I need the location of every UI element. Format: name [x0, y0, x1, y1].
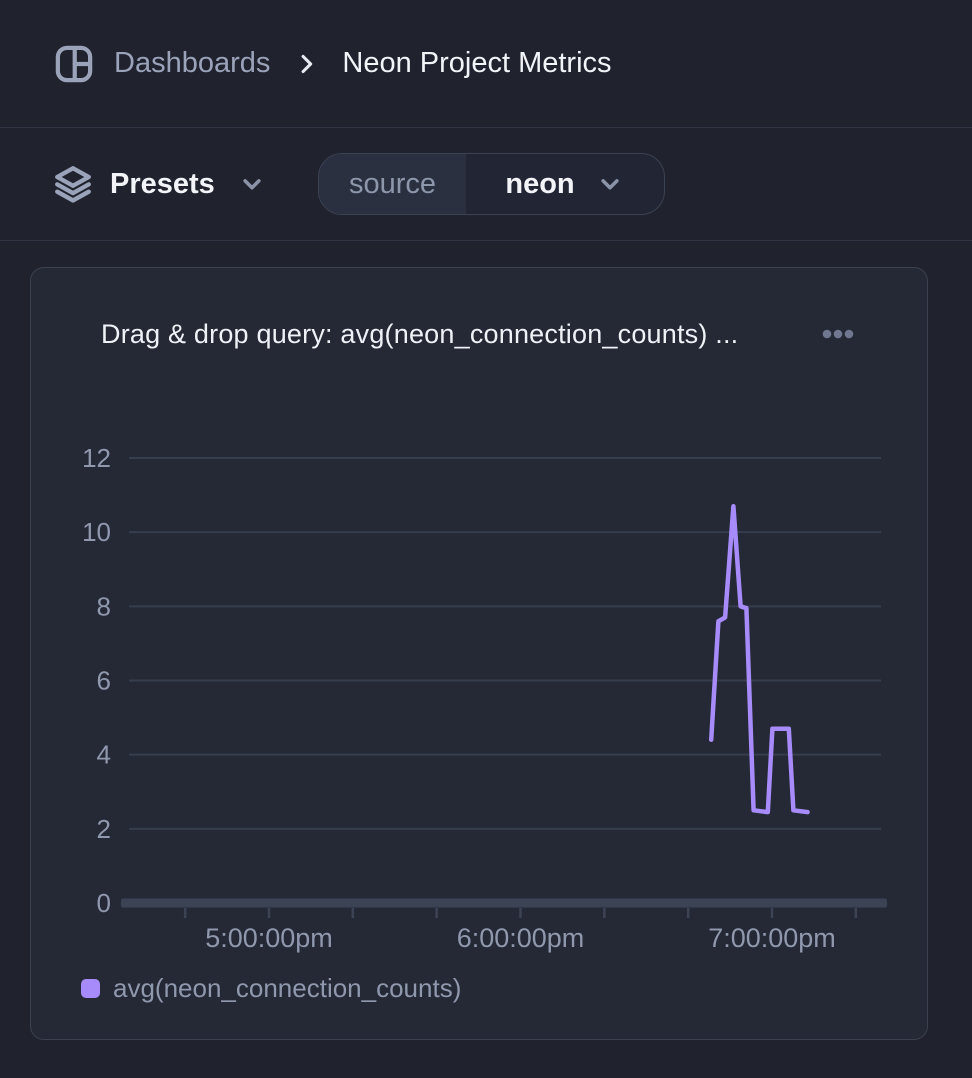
series-line[interactable]	[708, 503, 810, 815]
y-axis-tick-label: 10	[82, 517, 111, 547]
source-filter-value-text: neon	[505, 167, 575, 200]
ellipsis-icon	[821, 327, 855, 341]
page-title: Neon Project Metrics	[342, 47, 612, 79]
x-axis-tick-label: 6:00:00pm	[457, 923, 585, 953]
panel-title: Drag & drop query: avg(neon_connection_c…	[101, 318, 739, 349]
series-color-swatch	[81, 979, 100, 998]
presets-label: Presets	[110, 167, 215, 200]
x-axis-tick-label: 7:00:00pm	[708, 923, 836, 953]
source-filter-value: neon	[466, 154, 664, 214]
y-axis-tick-label: 0	[97, 888, 111, 918]
y-axis-tick-label: 12	[82, 443, 111, 473]
chevron-right-icon	[292, 50, 320, 78]
metrics-panel: Drag & drop query: avg(neon_connection_c…	[30, 267, 928, 1040]
metrics-chart[interactable]: 0 2 4 6 8 10 12 5:00:00pm 6:00:00pm 7:00:00pm	[31, 268, 929, 1041]
legend-series-label: avg(neon_connection_counts)	[113, 973, 462, 1003]
y-axis-tick-label: 8	[97, 591, 111, 621]
panel-menu-button[interactable]	[815, 321, 861, 347]
y-axis-tick-label: 2	[97, 814, 111, 844]
dashboard-toolbar: Presets source neon	[0, 128, 972, 241]
breadcrumb-dashboards-link[interactable]: Dashboards	[114, 47, 271, 79]
chevron-down-icon	[237, 169, 267, 199]
chart-legend[interactable]: avg(neon_connection_counts)	[81, 973, 461, 1004]
source-filter-select[interactable]: source neon	[318, 153, 665, 215]
x-axis-tick-label: 5:00:00pm	[205, 923, 333, 953]
y-axis-tick-label: 4	[97, 740, 111, 770]
chevron-down-icon	[595, 169, 625, 199]
source-filter-key: source	[319, 154, 466, 214]
layers-icon	[52, 163, 94, 205]
dashboard-grid-icon	[52, 42, 96, 86]
y-axis-tick-label: 6	[97, 666, 111, 696]
breadcrumb: Dashboards Neon Project Metrics	[52, 42, 612, 86]
presets-dropdown[interactable]: Presets	[52, 163, 267, 205]
app-header: Dashboards Neon Project Metrics	[0, 0, 972, 128]
x-axis-line	[121, 898, 887, 908]
